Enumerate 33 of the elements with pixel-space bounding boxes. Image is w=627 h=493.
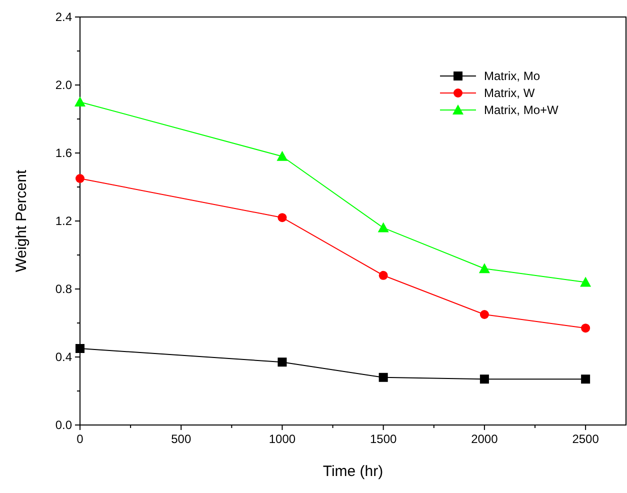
x-tick-label: 1000 xyxy=(268,432,296,446)
legend-label: Matrix, Mo+W xyxy=(484,103,560,117)
point xyxy=(478,263,490,274)
point xyxy=(581,374,590,384)
point xyxy=(581,324,590,333)
x-axis-title: Time (hr) xyxy=(322,463,384,480)
legend-label: Matrix, Mo xyxy=(484,69,540,83)
point xyxy=(378,372,388,382)
x-tick-label: 0 xyxy=(76,432,84,446)
y-tick-label: 1.2 xyxy=(55,214,72,228)
x-tick-label: 2000 xyxy=(471,432,498,446)
point xyxy=(580,276,592,287)
y-tick-label: 1.6 xyxy=(55,146,72,160)
legend-label: Matrix, W xyxy=(484,86,536,100)
y-tick-label: 2.4 xyxy=(55,10,72,24)
x-tick-label: 1500 xyxy=(370,432,398,446)
point xyxy=(278,358,287,367)
point xyxy=(378,222,389,232)
point xyxy=(378,270,388,280)
y-tick-label: 0.8 xyxy=(55,282,72,296)
x-tick-label: 500 xyxy=(171,432,192,446)
y-tick-label: 2.0 xyxy=(55,78,72,92)
y-axis-title: Weight Percent xyxy=(13,169,30,272)
y-tick-label: 0.4 xyxy=(55,350,72,364)
point xyxy=(480,310,489,319)
point xyxy=(276,150,288,161)
x-tick-label: 2500 xyxy=(572,432,600,446)
point xyxy=(76,344,84,353)
point xyxy=(74,96,86,106)
point xyxy=(278,213,287,222)
y-tick-label: 0.0 xyxy=(55,418,72,432)
point xyxy=(76,174,84,183)
point xyxy=(480,374,489,384)
